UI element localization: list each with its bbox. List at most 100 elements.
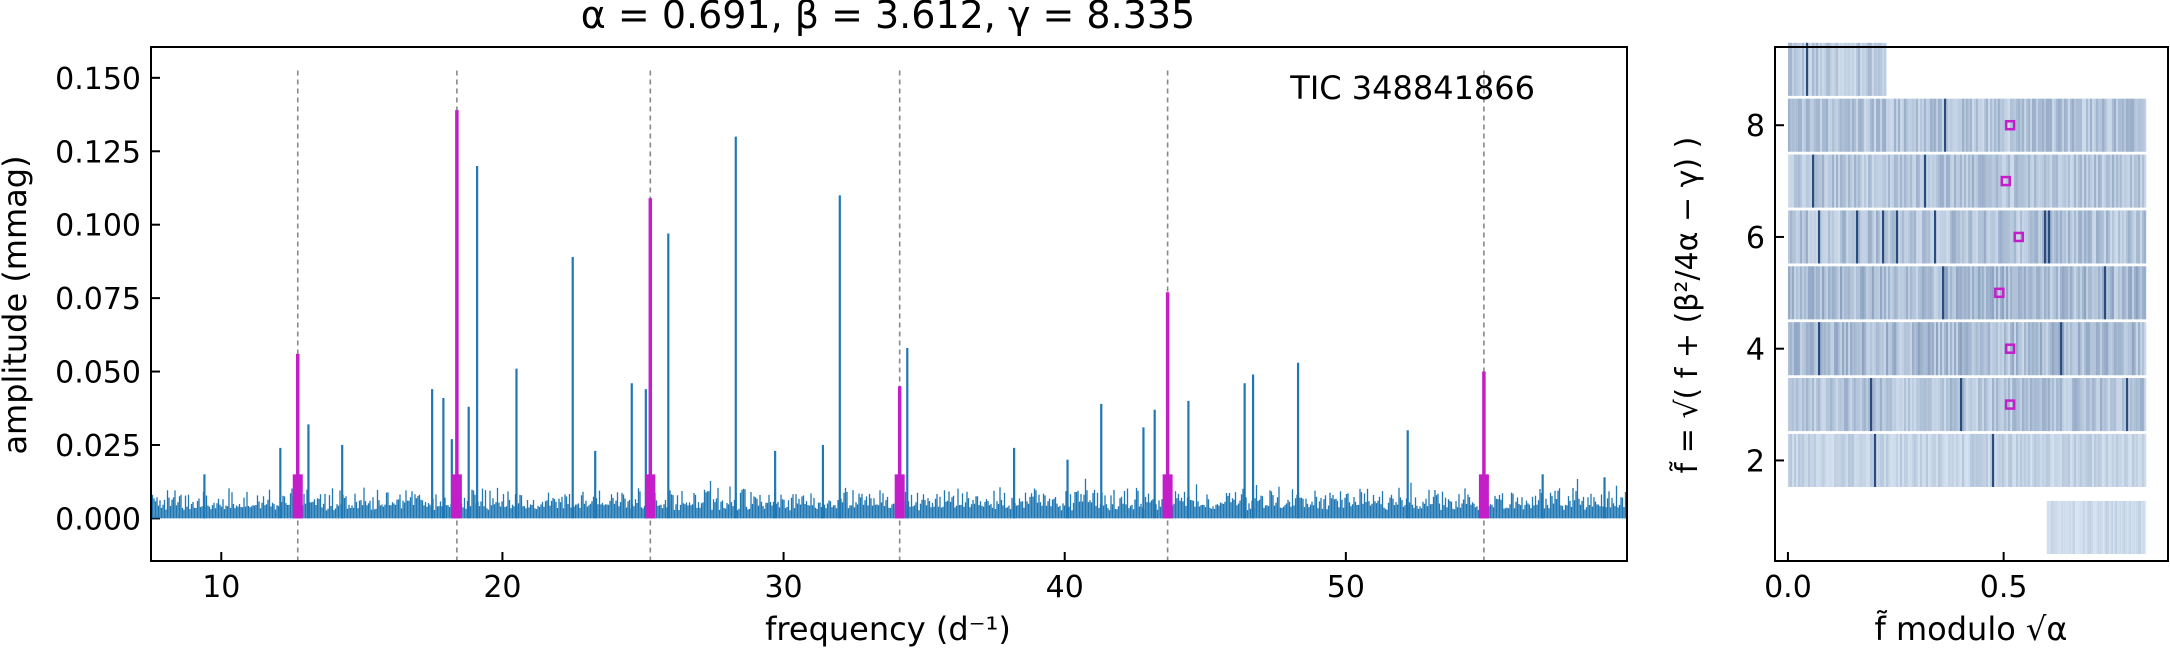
echelle-cell <box>1811 378 1815 432</box>
echelle-cell <box>2141 322 2145 376</box>
echelle-cell <box>1867 210 1871 264</box>
echelle-cell <box>2129 154 2133 208</box>
echelle-cell <box>1873 378 1877 432</box>
echelle-cell <box>2053 266 2057 320</box>
echelle-cell <box>2133 322 2137 376</box>
echelle-cell <box>1805 42 1809 96</box>
echelle-cell <box>1945 433 1949 487</box>
echelle-cell <box>2094 500 2097 555</box>
echelle-cell <box>1827 378 1831 432</box>
echelle-cell <box>1907 266 1911 320</box>
echelle-x-tick-label: 0.5 <box>1980 570 2028 605</box>
echelle-cell <box>1801 266 1805 320</box>
echelle-cell <box>1791 322 1795 376</box>
echelle-cell <box>2037 154 2041 208</box>
echelle-cell <box>1885 98 1889 152</box>
echelle-cell <box>1891 210 1895 264</box>
echelle-cell <box>1815 210 1819 264</box>
echelle-cell <box>2069 154 2073 208</box>
echelle-cell <box>1853 322 1857 376</box>
echelle-cell <box>1837 378 1841 432</box>
echelle-cell <box>1925 433 1929 487</box>
echelle-marker <box>2004 343 2016 354</box>
echelle-cell <box>1879 98 1883 152</box>
echelle-cell <box>1855 154 1859 208</box>
echelle-cell <box>1963 322 1967 376</box>
echelle-cell <box>2043 433 2047 487</box>
echelle-cell <box>1923 266 1927 320</box>
echelle-cell <box>2035 98 2039 152</box>
echelle-cell <box>2089 266 2093 320</box>
echelle-cell <box>2107 98 2111 152</box>
echelle-cell <box>2125 322 2129 376</box>
echelle-cell <box>1791 210 1795 264</box>
echelle-cell <box>2141 266 2145 320</box>
echelle-cell <box>1825 210 1829 264</box>
echelle-cell <box>1939 322 1943 376</box>
echelle-cell <box>1887 378 1891 432</box>
echelle-cell <box>1849 433 1853 487</box>
echelle-cell <box>1917 98 1921 152</box>
echelle-cell <box>1857 42 1861 96</box>
echelle-cell <box>1885 210 1889 264</box>
echelle-cell <box>2124 500 2127 555</box>
echelle-cell <box>2123 378 2127 432</box>
echelle-cell <box>1907 433 1911 487</box>
echelle-cell <box>1817 98 1821 152</box>
echelle-cell <box>1991 433 1995 487</box>
echelle-cell <box>1795 322 1799 376</box>
echelle-cell <box>1827 322 1831 376</box>
echelle-cell <box>1925 210 1929 264</box>
echelle-cell <box>2077 501 2079 554</box>
echelle-cell <box>1911 210 1915 264</box>
echelle-cell <box>2089 322 2093 376</box>
echelle-cell <box>1813 433 1817 487</box>
echelle-cell <box>1987 378 1991 432</box>
echelle-cell <box>1893 322 1897 376</box>
echelle-cell <box>1811 98 1815 152</box>
echelle-cell <box>1869 98 1873 152</box>
echelle-cell <box>1869 266 1873 320</box>
echelle-cell <box>2073 378 2077 432</box>
echelle-cell <box>1979 98 1983 152</box>
echelle-cell <box>1961 378 1965 432</box>
echelle-cell <box>1947 98 1951 152</box>
echelle-cell <box>1807 42 1811 96</box>
echelle-cell <box>2001 322 2005 376</box>
echelle-cell <box>1849 378 1853 432</box>
echelle-cell <box>2057 322 2061 376</box>
echelle-cell <box>2015 378 2019 432</box>
echelle-cell <box>1971 210 1975 264</box>
echelle-cell <box>1877 154 1881 208</box>
echelle-cell <box>1967 98 1971 152</box>
echelle-cell <box>1985 266 1989 320</box>
echelle-cell <box>2071 378 2075 432</box>
echelle-cell <box>1917 433 1921 487</box>
echelle-cell <box>1825 98 1829 152</box>
echelle-cell <box>1899 210 1903 264</box>
echelle-cell <box>1975 266 1979 320</box>
echelle-cell <box>1969 433 1973 487</box>
echelle-cell <box>1973 322 1977 376</box>
echelle-cell <box>1845 42 1849 96</box>
echelle-cell <box>1929 210 1933 264</box>
echelle-cell <box>1985 378 1989 432</box>
echelle-cell <box>1833 378 1837 432</box>
echelle-cell <box>1841 42 1845 96</box>
echelle-cell <box>2064 500 2067 555</box>
echelle-cell <box>1917 378 1921 432</box>
echelle-cell <box>1817 42 1821 96</box>
echelle-row <box>1787 154 2147 208</box>
echelle-cell <box>2083 98 2087 152</box>
echelle-cell <box>1803 266 1807 320</box>
echelle-cell <box>2139 322 2143 376</box>
echelle-cell <box>1847 433 1851 487</box>
echelle-cell <box>1863 378 1867 432</box>
echelle-cell <box>2075 154 2079 208</box>
echelle-cell <box>1853 378 1857 432</box>
echelle-cell <box>1903 154 1907 208</box>
echelle-cell <box>2119 433 2123 487</box>
echelle-cell <box>1851 98 1855 152</box>
echelle-cell <box>2055 210 2059 264</box>
echelle-cell <box>1905 433 1909 487</box>
